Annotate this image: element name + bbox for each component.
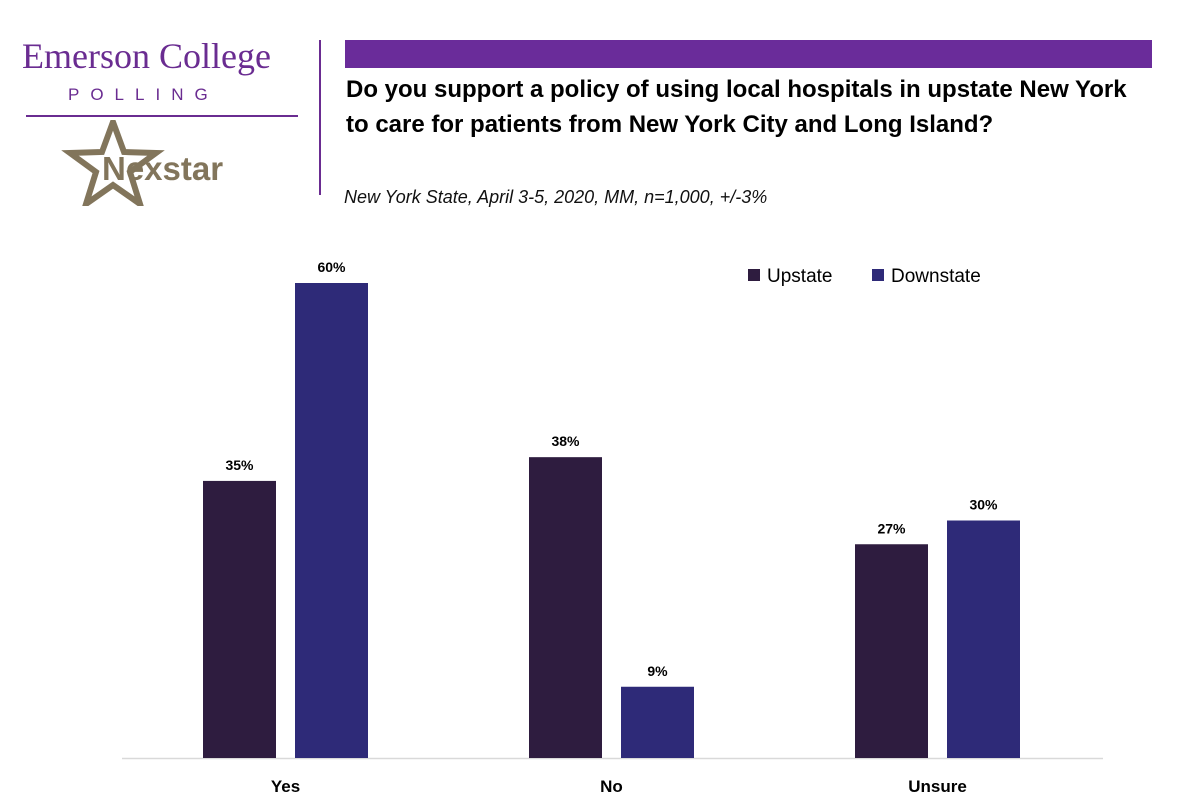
logo-emerson-text: Emerson College <box>22 36 271 76</box>
bar-upstate-yes <box>203 480 276 758</box>
category-label-no: No <box>600 777 623 796</box>
data-label-downstate-unsure: 30% <box>969 497 998 513</box>
bar-downstate-no <box>621 686 694 758</box>
header-divider <box>319 40 321 195</box>
logo-polling-text: POLLING <box>68 85 219 104</box>
bar-downstate-unsure <box>947 520 1020 758</box>
legend-item-upstate: Upstate <box>748 266 832 287</box>
chart-subtitle: New York State, April 3-5, 2020, MM, n=1… <box>344 187 768 207</box>
data-label-upstate-unsure: 27% <box>877 520 906 536</box>
emerson-nexstar-logo: Emerson College POLLING Nexstar <box>0 0 310 212</box>
legend-item-downstate: Downstate <box>872 266 981 287</box>
category-label-unsure: Unsure <box>908 777 967 796</box>
legend-label-upstate: Upstate <box>767 266 832 287</box>
category-label-yes: Yes <box>271 777 300 796</box>
bar-downstate-yes <box>295 283 368 758</box>
nexstar-star-icon <box>61 120 165 206</box>
legend-label-downstate: Downstate <box>891 266 981 287</box>
legend-swatch-upstate <box>748 269 760 281</box>
data-label-upstate-no: 38% <box>551 433 580 449</box>
data-label-upstate-yes: 35% <box>225 457 254 473</box>
logo-rule <box>26 115 298 117</box>
legend-swatch-downstate <box>872 269 884 281</box>
chart-title: Do you support a policy of using local h… <box>346 76 1127 138</box>
data-label-downstate-no: 9% <box>647 663 668 679</box>
bar-upstate-no <box>529 457 602 758</box>
logo-nexstar-text: Nexstar <box>102 150 224 187</box>
header-accent-bar <box>345 40 1152 68</box>
bar-upstate-unsure <box>855 544 928 758</box>
data-label-downstate-yes: 60% <box>317 259 346 275</box>
